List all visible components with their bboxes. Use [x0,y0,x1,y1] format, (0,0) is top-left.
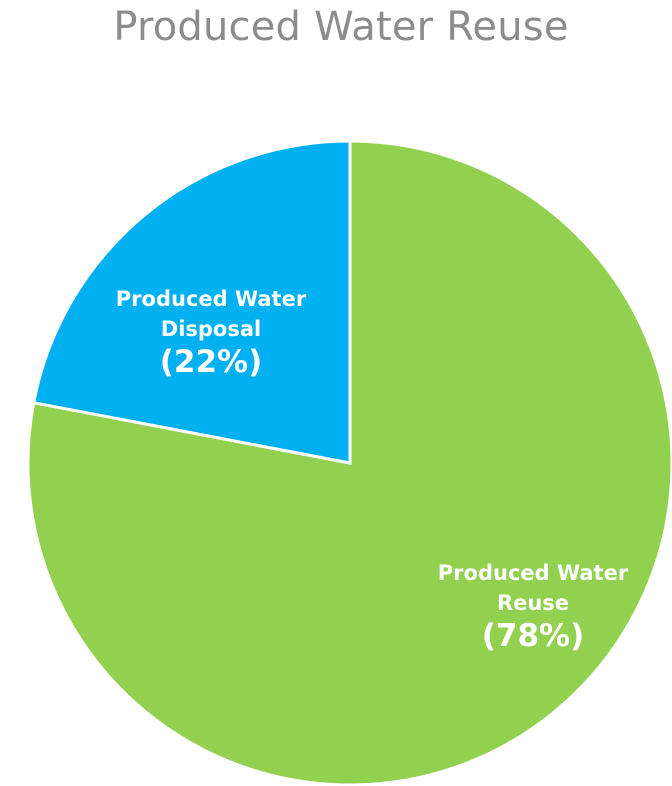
slice-percent-label: (78%) [482,618,585,654]
slice-label-line: Disposal [161,317,261,341]
pie-slice-2 [31,139,352,465]
pie-slices [26,139,672,786]
slice-label-line: Produced Water [438,561,629,585]
slice-label-1: Produced Water Reuse (78%) [438,561,629,654]
chart-title: Produced Water Reuse [113,4,569,50]
pie-labels: Produced Water Reuse (78%) Produced Water Di… [116,287,629,654]
slice-label-line: Produced Water [116,287,307,311]
slice-label-line: Reuse [497,591,569,615]
slice-percent-label: (22%) [160,344,263,380]
slice-label-2: Produced Water Disposal (22%) [116,287,307,380]
